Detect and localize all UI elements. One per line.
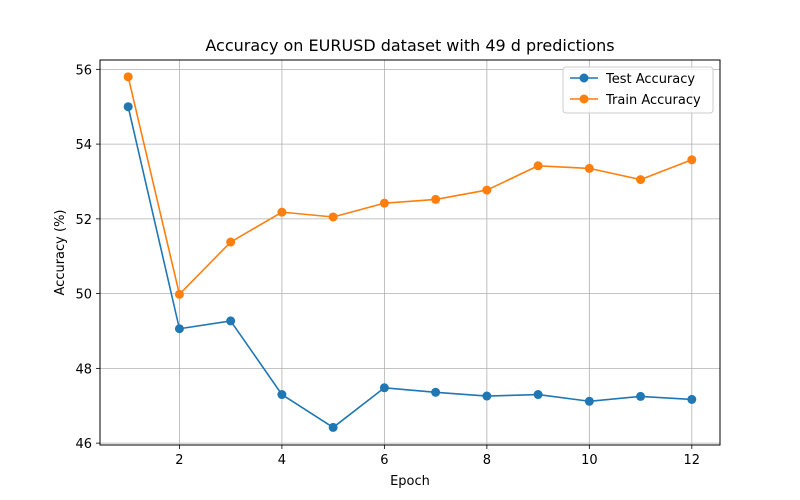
- data-point-test: [328, 422, 338, 432]
- y-tick-label: 52: [75, 213, 92, 228]
- data-point-train: [277, 207, 287, 217]
- series-line-test: [127, 106, 692, 429]
- series-test-accuracy: [123, 102, 697, 432]
- data-point-train: [379, 198, 389, 208]
- data-point-train: [636, 175, 646, 185]
- data-point-train: [328, 212, 338, 222]
- legend-label-train: Train Accuracy: [605, 93, 701, 108]
- data-point-test: [636, 391, 646, 401]
- data-point-test: [123, 102, 133, 112]
- legend-swatch-marker-train: [579, 94, 589, 104]
- data-point-test: [277, 390, 287, 400]
- plot-frame: [99, 59, 721, 446]
- data-point-train: [226, 237, 236, 247]
- data-point-test: [379, 383, 389, 393]
- data-point-test: [226, 316, 236, 326]
- x-axis-label: Epoch: [390, 474, 430, 489]
- x-tick-label: 10: [581, 453, 598, 468]
- y-tick-label: 54: [75, 138, 92, 153]
- legend-label-test: Test Accuracy: [605, 72, 695, 87]
- data-point-test: [687, 394, 697, 404]
- data-point-train: [431, 194, 441, 204]
- x-tick-label: 6: [380, 453, 388, 468]
- series-train-accuracy: [123, 72, 697, 299]
- data-point-test: [533, 390, 543, 400]
- x-tick-label: 8: [483, 453, 491, 468]
- data-point-test: [174, 324, 184, 334]
- data-point-test: [431, 387, 441, 397]
- chart-title: Accuracy on EURUSD dataset with 49 d pre…: [205, 36, 614, 55]
- y-tick-label: 46: [75, 437, 92, 452]
- data-point-train: [533, 161, 543, 171]
- legend-swatch-marker-test: [579, 73, 589, 83]
- legend-box: [562, 66, 714, 114]
- data-series: [123, 72, 697, 432]
- grid-lines: [100, 60, 720, 445]
- data-point-train: [174, 289, 184, 299]
- data-point-train: [687, 155, 697, 165]
- data-point-train: [584, 163, 594, 173]
- series-line-train: [127, 76, 693, 296]
- y-tick-label: 48: [75, 362, 92, 377]
- data-point-test: [482, 391, 492, 401]
- x-tick-label: 4: [278, 453, 286, 468]
- legend: Test Accuracy Train Accuracy: [562, 66, 714, 114]
- data-point-train: [482, 185, 492, 195]
- y-tick-label: 50: [75, 288, 92, 303]
- x-tick-label: 2: [175, 453, 183, 468]
- data-point-test: [584, 396, 594, 406]
- y-axis-label: Accuracy (%): [53, 210, 68, 296]
- y-tick-label: 56: [75, 63, 92, 78]
- x-tick-label: 12: [684, 453, 701, 468]
- data-point-train: [123, 72, 133, 82]
